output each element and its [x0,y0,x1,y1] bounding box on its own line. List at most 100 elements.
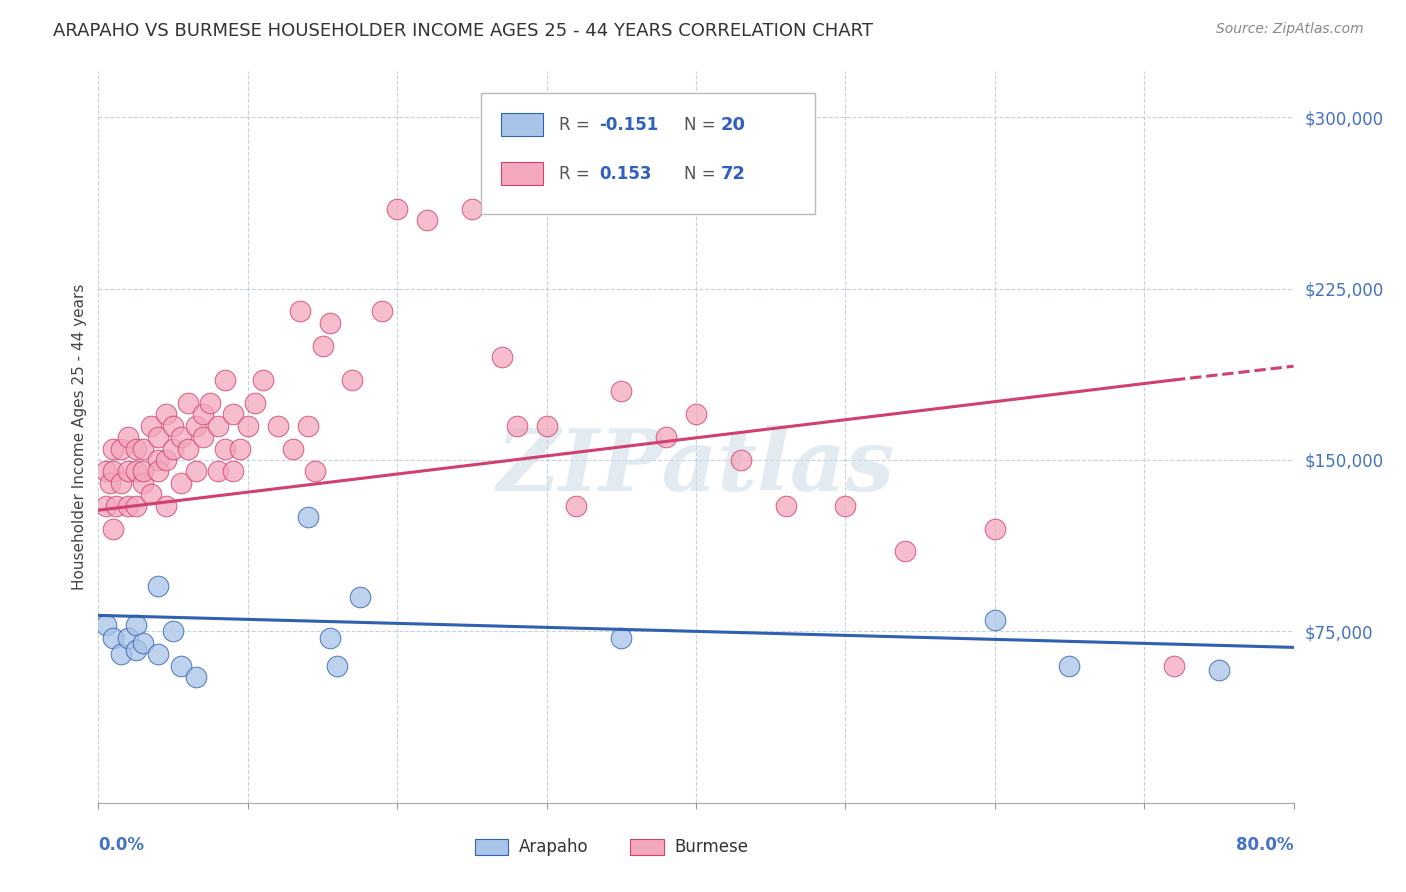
Point [222,407,245,421]
Text: Burmese: Burmese [675,838,748,855]
Text: 20: 20 [721,116,747,134]
Point [311,338,333,352]
Point [288,304,311,318]
Point [169,430,191,444]
Point [139,418,162,433]
Text: 0.153: 0.153 [599,165,651,183]
Point [117,499,139,513]
Point [252,373,274,387]
Point [267,418,290,433]
Point [139,487,162,501]
Bar [501,162,543,186]
Point [110,442,132,456]
Point [342,373,364,387]
Point [385,202,409,216]
Point [297,418,319,433]
Point [610,632,633,646]
Point [155,453,177,467]
Point [207,464,229,478]
Point [132,442,155,456]
Point [162,418,184,433]
Point [184,670,207,684]
Point [132,464,155,478]
Point [105,499,128,513]
Point [894,544,917,558]
Point [207,418,229,433]
Point [103,464,125,478]
Point [565,499,588,513]
Point [110,475,132,490]
Text: R =: R = [558,116,595,134]
Point [1208,663,1230,677]
Point [200,396,222,410]
Text: ARAPAHO VS BURMESE HOUSEHOLDER INCOME AGES 25 - 44 YEARS CORRELATION CHART: ARAPAHO VS BURMESE HOUSEHOLDER INCOME AG… [53,22,873,40]
Point [125,464,148,478]
Point [371,304,394,318]
Point [184,418,207,433]
Point [169,475,191,490]
Point [349,590,371,604]
Point [536,418,558,433]
Point [984,613,1007,627]
Point [281,442,304,456]
Point [132,475,155,490]
Point [214,373,236,387]
Point [94,464,117,478]
Point [132,636,155,650]
Point [1059,658,1081,673]
Text: ZIPatlas: ZIPatlas [496,425,896,508]
Point [148,464,170,478]
Point [984,521,1007,535]
Text: Arapaho: Arapaho [519,838,589,855]
Point [1163,658,1185,673]
Point [834,499,856,513]
Point [155,499,177,513]
Point [125,617,148,632]
Point [297,510,319,524]
Point [229,442,252,456]
Point [775,499,797,513]
Point [103,442,125,456]
Point [491,350,513,364]
Point [191,407,214,421]
Point [222,464,245,478]
Point [245,396,267,410]
Point [304,464,326,478]
Text: R =: R = [558,165,595,183]
Point [148,430,170,444]
Point [94,617,117,632]
Point [169,658,191,673]
Bar [501,113,543,136]
Point [162,624,184,639]
Point [236,418,259,433]
Point [416,213,439,227]
Point [162,442,184,456]
Point [117,632,139,646]
Point [117,464,139,478]
Bar [475,838,509,855]
Point [125,442,148,456]
Point [103,632,125,646]
Point [117,430,139,444]
Point [177,442,200,456]
Point [148,453,170,467]
Point [506,418,529,433]
Point [177,396,200,410]
Point [319,316,342,330]
Point [191,430,214,444]
Point [94,499,117,513]
Text: 0.0%: 0.0% [98,836,145,854]
Bar [630,838,664,855]
Point [214,442,236,456]
Point [461,202,484,216]
Point [103,521,125,535]
Point [685,407,707,421]
Text: N =: N = [685,165,721,183]
Point [148,579,170,593]
Text: Source: ZipAtlas.com: Source: ZipAtlas.com [1216,22,1364,37]
Text: N =: N = [685,116,721,134]
Point [125,642,148,657]
Point [155,407,177,421]
Point [730,453,752,467]
Text: 72: 72 [721,165,747,183]
